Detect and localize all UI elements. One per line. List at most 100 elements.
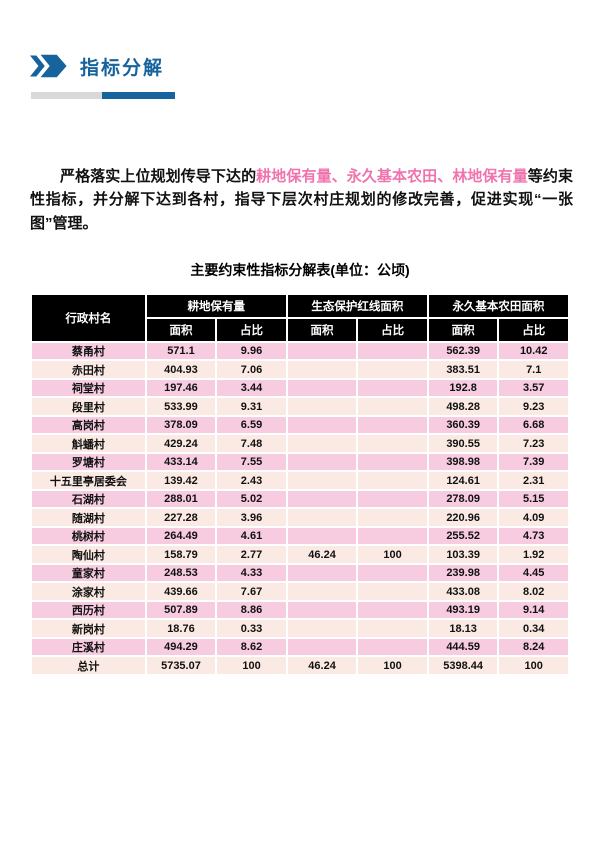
table-row: 段里村 533.99 9.31 498.28 9.23 xyxy=(32,398,568,415)
value-cell: 18.13 xyxy=(428,620,498,637)
value-cell xyxy=(358,435,427,452)
value-cell: 8.24 xyxy=(499,638,568,656)
value-cell xyxy=(358,638,427,656)
header-underline-bar xyxy=(31,92,175,99)
table-row: 庄溪村 494.29 8.62 444.59 8.24 xyxy=(32,638,568,656)
value-cell xyxy=(287,435,357,452)
group-header-row: 行政村名 耕地保有量 生态保护红线面积 永久基本农田面积 xyxy=(32,294,568,341)
table-row: 随湖村 227.28 3.96 220.96 4.09 xyxy=(32,509,568,526)
value-cell: 3.44 xyxy=(217,379,286,397)
village-name-cell: 新岗村 xyxy=(32,620,145,637)
value-cell: 493.19 xyxy=(428,601,498,619)
value-cell: 439.66 xyxy=(146,583,216,600)
table-row: 赤田村 404.93 7.06 383.51 7.1 xyxy=(32,361,568,378)
table-row: 蔡甬村 571.1 9.96 562.39 10.42 xyxy=(32,342,568,360)
value-cell xyxy=(358,620,427,637)
table-row: 总计 5735.07 100 46.24 100 5398.44 100 xyxy=(32,657,568,674)
value-cell: 429.24 xyxy=(146,435,216,452)
value-cell: 192.8 xyxy=(428,379,498,397)
value-cell: 4.61 xyxy=(217,527,286,545)
value-cell: 7.55 xyxy=(217,453,286,471)
value-cell: 562.39 xyxy=(428,342,498,360)
value-cell: 103.39 xyxy=(428,546,498,563)
value-cell: 264.49 xyxy=(146,527,216,545)
value-cell: 433.08 xyxy=(428,583,498,600)
percent-subheader: 占比 xyxy=(499,318,568,341)
value-cell xyxy=(287,564,357,582)
value-cell: 5735.07 xyxy=(146,657,216,674)
value-cell: 3.96 xyxy=(217,509,286,526)
village-name-cell: 蔡甬村 xyxy=(32,342,145,360)
value-cell: 5.02 xyxy=(217,490,286,508)
village-name-cell: 西历村 xyxy=(32,601,145,619)
value-cell: 8.62 xyxy=(217,638,286,656)
cultivated-land-group-header: 耕地保有量 xyxy=(146,294,286,317)
value-cell: 4.73 xyxy=(499,527,568,545)
value-cell: 278.09 xyxy=(428,490,498,508)
village-name-cell: 斛蟠村 xyxy=(32,435,145,452)
value-cell: 0.34 xyxy=(499,620,568,637)
area-subheader: 面积 xyxy=(146,318,216,341)
table-row: 桃树村 264.49 4.61 255.52 4.73 xyxy=(32,527,568,545)
area-subheader: 面积 xyxy=(428,318,498,341)
value-cell: 3.57 xyxy=(499,379,568,397)
village-name-cell: 总计 xyxy=(32,657,145,674)
value-cell: 9.96 xyxy=(217,342,286,360)
value-cell: 2.43 xyxy=(217,472,286,489)
value-cell: 383.51 xyxy=(428,361,498,378)
value-cell: 398.98 xyxy=(428,453,498,471)
village-name-cell: 桃树村 xyxy=(32,527,145,545)
value-cell: 433.14 xyxy=(146,453,216,471)
section-title: 指标分解 xyxy=(80,57,165,79)
value-cell xyxy=(287,416,357,434)
value-cell: 2.77 xyxy=(217,546,286,563)
underline-gray-segment xyxy=(31,92,102,99)
value-cell xyxy=(358,583,427,600)
village-name-cell: 涂家村 xyxy=(32,583,145,600)
value-cell: 10.42 xyxy=(499,342,568,360)
value-cell: 7.23 xyxy=(499,435,568,452)
value-cell xyxy=(358,601,427,619)
value-cell: 390.55 xyxy=(428,435,498,452)
value-cell xyxy=(287,398,357,415)
value-cell xyxy=(358,398,427,415)
value-cell: 498.28 xyxy=(428,398,498,415)
value-cell: 5398.44 xyxy=(428,657,498,674)
village-name-cell: 童家村 xyxy=(32,564,145,582)
value-cell xyxy=(287,361,357,378)
village-name-cell: 赤田村 xyxy=(32,361,145,378)
percent-subheader: 占比 xyxy=(217,318,286,341)
table-row: 斛蟠村 429.24 7.48 390.55 7.23 xyxy=(32,435,568,452)
table-title: 主要约束性指标分解表(单位：公顷) xyxy=(190,261,410,278)
value-cell: 571.1 xyxy=(146,342,216,360)
value-cell xyxy=(358,361,427,378)
value-cell xyxy=(287,342,357,360)
table-row: 新岗村 18.76 0.33 18.13 0.34 xyxy=(32,620,568,637)
value-cell: 7.1 xyxy=(499,361,568,378)
value-cell: 7.67 xyxy=(217,583,286,600)
value-cell: 360.39 xyxy=(428,416,498,434)
value-cell xyxy=(358,490,427,508)
table-row: 祠堂村 197.46 3.44 192.8 3.57 xyxy=(32,379,568,397)
value-cell: 239.98 xyxy=(428,564,498,582)
value-cell xyxy=(358,509,427,526)
value-cell: 18.76 xyxy=(146,620,216,637)
value-cell xyxy=(287,509,357,526)
value-cell: 6.68 xyxy=(499,416,568,434)
table-row: 西历村 507.89 8.86 493.19 9.14 xyxy=(32,601,568,619)
value-cell: 494.29 xyxy=(146,638,216,656)
village-name-cell: 高岗村 xyxy=(32,416,145,434)
value-cell: 100 xyxy=(217,657,286,674)
value-cell: 7.06 xyxy=(217,361,286,378)
sub-header-row: 面积 占比 面积 占比 面积 占比 xyxy=(32,318,568,341)
value-cell: 2.31 xyxy=(499,472,568,489)
village-name-cell: 祠堂村 xyxy=(32,379,145,397)
table-head: 行政村名 耕地保有量 生态保护红线面积 永久基本农田面积 面积 占比 面积 占比… xyxy=(32,294,568,341)
area-subheader: 面积 xyxy=(287,318,357,341)
basic-farmland-group-header: 永久基本农田面积 xyxy=(428,294,568,317)
village-name-cell: 陶仙村 xyxy=(32,546,145,563)
value-cell: 100 xyxy=(358,657,427,674)
value-cell: 533.99 xyxy=(146,398,216,415)
intro-lead-text: 严格落实上位规划传导下达的 xyxy=(60,168,257,185)
village-name-cell: 罗塘村 xyxy=(32,453,145,471)
